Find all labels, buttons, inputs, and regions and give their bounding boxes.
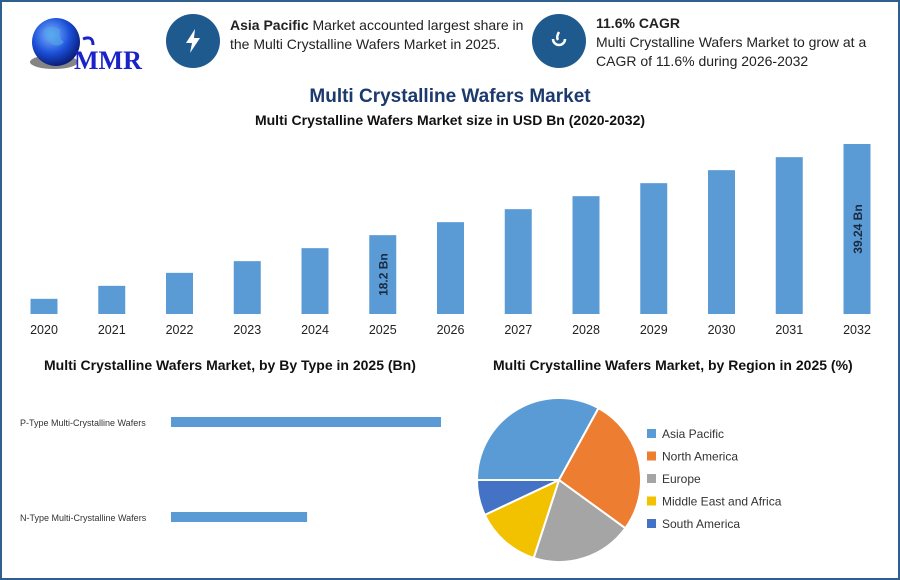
lightning-icon [186,29,200,53]
bar-2028 [572,196,600,314]
highlight-2-badge [532,14,586,68]
bar-2021 [98,285,126,314]
pie-slice-asia-pacific [475,397,600,481]
x-tick-label-2030: 2030 [708,323,736,337]
x-tick-label-2028: 2028 [572,323,600,337]
legend-swatch-3 [647,496,656,506]
pie-slice-middle-east-and-africa [483,478,561,560]
pie-slice-north-america [557,406,642,530]
x-tick-label-2023: 2023 [233,323,261,337]
legend-label-4: South America [662,517,740,531]
legend-swatch-4 [647,519,656,528]
data-label-2025: 18.2 Bn [377,253,391,296]
bar-2032 [843,144,871,314]
x-tick-label-2031: 2031 [775,323,803,337]
highlight-1-badge [166,14,220,68]
legend-label-3: Middle East and Africa [662,495,782,509]
globe-icon [30,18,95,69]
pie-slice-south-america [475,479,560,517]
type-chart-title: Multi Crystalline Wafers Market, by By T… [44,357,416,373]
x-tick-label-2027: 2027 [504,323,532,337]
legend-swatch-2 [647,474,656,483]
type-label-1: N-Type Multi-Crystalline Wafers [20,513,147,523]
legend-swatch-1 [647,451,656,461]
legend-label-0: Asia Pacific [662,427,724,441]
logo-text: MMR [74,46,142,75]
legend-swatch-0 [647,429,656,438]
x-tick-label-2021: 2021 [98,323,126,337]
legend-label-1: North America [662,450,738,464]
bar-2023 [233,261,261,314]
bar-2024 [301,248,329,314]
legend-label-2: Europe [662,472,701,486]
bar-2025 [369,235,397,314]
bar-2020 [30,298,58,314]
bar-2026 [437,222,464,314]
x-tick-label-2020: 2020 [30,323,58,337]
bar-chart-title: Multi Crystalline Wafers Market size in … [254,112,646,128]
bar-2030 [708,170,735,314]
page-title: Multi Crystalline Wafers Market [309,86,591,107]
x-tick-label-2029: 2029 [640,323,668,337]
x-tick-label-2026: 2026 [437,323,465,337]
highlight-1-text: Asia Pacific Market accounted largest sh… [230,17,524,52]
type-bar-chart: P-Type Multi-Crystalline Wafers N-Type Mu… [20,417,441,523]
annual-bar-chart: 2020 2021 2022 2023 2024 2025 18.2 Bn 2026 2027 2… [30,144,871,337]
x-tick-label-2032: 2032 [843,323,871,337]
region-pie-chart: Asia Pacific North America Europe Middle Ea… [475,397,782,563]
type-bar-1 [171,512,308,522]
pie-slice-europe [532,478,627,563]
drop-icon [551,31,567,47]
x-tick-label-2022: 2022 [166,323,194,337]
bar-2022 [166,272,193,314]
type-bar-0 [171,417,441,427]
x-tick-label-2024: 2024 [301,323,329,337]
bar-2031 [775,157,803,314]
data-label-2032: 39.24 Bn [851,204,865,253]
x-tick-label-2025: 2025 [369,323,397,337]
bar-2027 [504,209,532,314]
type-label-0: P-Type Multi-Crystalline Wafers [20,418,146,428]
bar-2029 [640,183,668,314]
highlight-2-text: 11.6% CAGR Multi Crystalline Wafers Mark… [596,15,867,69]
region-chart-title: Multi Crystalline Wafers Market, by Regi… [493,357,853,373]
mmr-logo: MMR [28,14,142,76]
